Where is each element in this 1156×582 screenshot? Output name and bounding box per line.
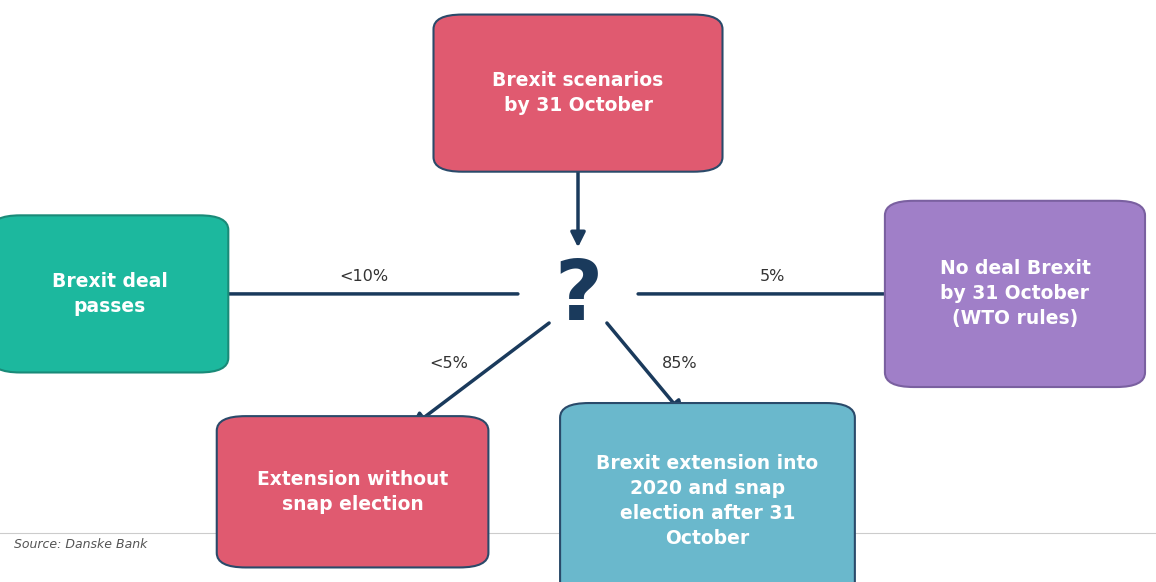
FancyBboxPatch shape [885, 201, 1144, 387]
Text: 85%: 85% [662, 356, 697, 371]
Text: 5%: 5% [759, 269, 785, 284]
FancyBboxPatch shape [560, 403, 855, 582]
Text: Extension without
snap election: Extension without snap election [257, 470, 449, 514]
Text: Brexit deal
passes: Brexit deal passes [52, 272, 168, 316]
Text: Brexit scenarios
by 31 October: Brexit scenarios by 31 October [492, 71, 664, 115]
FancyBboxPatch shape [434, 15, 722, 172]
Text: <10%: <10% [340, 269, 388, 284]
Text: <5%: <5% [429, 356, 468, 371]
Text: ?: ? [554, 256, 602, 338]
Text: Brexit extension into
2020 and snap
election after 31
October: Brexit extension into 2020 and snap elec… [596, 453, 818, 548]
FancyBboxPatch shape [0, 215, 229, 372]
FancyBboxPatch shape [217, 416, 488, 567]
Text: Source: Danske Bank: Source: Danske Bank [14, 538, 147, 551]
Text: No deal Brexit
by 31 October
(WTO rules): No deal Brexit by 31 October (WTO rules) [940, 260, 1090, 328]
